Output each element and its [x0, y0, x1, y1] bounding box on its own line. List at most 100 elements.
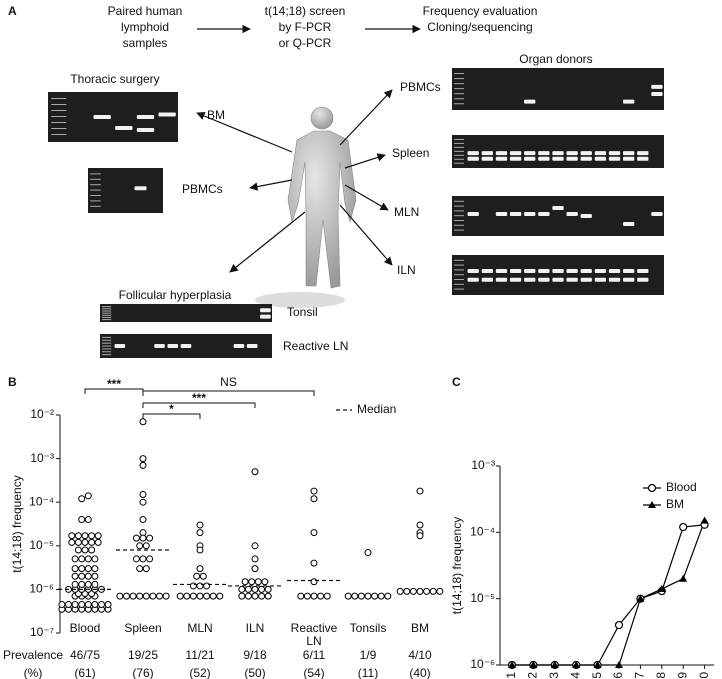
x-tick-label: TS4	[568, 672, 582, 679]
gel-band	[495, 277, 508, 282]
data-dot	[351, 592, 359, 600]
data-dot	[88, 546, 96, 554]
data-dot	[71, 572, 79, 580]
step-text: lymphoid	[121, 20, 169, 34]
gel-band	[481, 151, 493, 156]
gel-ladder	[101, 319, 112, 321]
x-tick-label: TS7	[633, 672, 647, 679]
gel-band	[623, 269, 635, 273]
prevalence-pct: (54)	[303, 666, 324, 679]
data-dot	[371, 592, 379, 600]
prevalence: 46/75	[70, 648, 100, 662]
data-dot	[323, 592, 331, 600]
data-dot	[78, 572, 86, 580]
significance-label: ***	[192, 391, 206, 405]
prevalence-pct: (50)	[244, 666, 265, 679]
data-dot	[189, 592, 197, 600]
data-dot	[310, 495, 318, 503]
data-dot	[139, 498, 147, 506]
data-point	[679, 574, 688, 582]
legend-label: Blood	[666, 480, 697, 494]
prevalence: 1/9	[360, 648, 377, 662]
gel-ladder	[90, 173, 101, 175]
data-point	[700, 516, 709, 524]
data-dot	[264, 592, 272, 600]
data-dot	[136, 565, 144, 573]
data-dot	[244, 592, 252, 600]
data-dot	[74, 538, 82, 546]
data-point	[636, 594, 645, 602]
gel-ladder	[101, 316, 112, 318]
data-dot	[123, 592, 130, 600]
gel-ladder	[90, 200, 101, 202]
gel-band	[154, 344, 165, 348]
y-tick-label: 10⁻⁵	[29, 538, 54, 552]
gel-band	[134, 186, 147, 191]
gel-image	[452, 255, 664, 295]
x-tick-label: Blood	[69, 621, 101, 635]
data-dot	[116, 592, 124, 600]
data-dot	[364, 549, 372, 557]
gel-ladder	[454, 288, 465, 290]
gel-band	[467, 269, 479, 273]
gel-band	[524, 151, 536, 156]
data-dot	[142, 592, 150, 600]
x-tick-label: TS8	[654, 672, 668, 679]
significance-bracket	[142, 413, 201, 419]
gel-ladder	[454, 269, 465, 271]
gel-ladder	[454, 142, 465, 144]
gel-ladder	[101, 354, 112, 356]
gel-band	[509, 156, 522, 161]
gel-band	[580, 269, 592, 273]
gel-ladder	[454, 229, 465, 231]
data-dot	[310, 559, 318, 567]
gel-band	[524, 277, 536, 282]
gel-band	[594, 156, 607, 161]
gel-band	[524, 99, 536, 104]
group-title: Follicular hyperplasia	[119, 288, 232, 302]
data-dot	[317, 592, 325, 600]
gel-band	[637, 277, 649, 282]
sample-label: Reactive LN	[283, 339, 348, 353]
gel-ladder	[454, 200, 465, 202]
gel-band	[481, 156, 493, 161]
gel-band	[594, 151, 607, 156]
y-tick-label: 10⁻⁵	[470, 591, 495, 605]
data-dot	[364, 592, 372, 600]
gel-band	[538, 277, 550, 282]
gel-band	[260, 314, 271, 319]
gel-band	[158, 112, 176, 117]
data-point	[572, 661, 581, 668]
panel-label: A	[8, 4, 17, 18]
data-dot	[238, 592, 246, 600]
prevalence-label: (%)	[24, 666, 43, 679]
data-dot	[81, 532, 89, 540]
gel-band	[509, 151, 522, 156]
data-dot	[71, 580, 79, 588]
data-dot	[216, 592, 224, 600]
data-dot	[84, 492, 92, 500]
x-tick-label: TS10	[697, 672, 711, 679]
step-text: by F-PCR	[279, 20, 332, 34]
sample-label: ILN	[397, 263, 416, 277]
data-dot	[84, 565, 92, 573]
gel-band	[495, 151, 508, 156]
gel-band	[623, 156, 635, 161]
data-dot	[78, 495, 86, 503]
data-dot	[251, 542, 259, 550]
gel-ladder	[101, 310, 112, 312]
gel-band	[467, 156, 479, 161]
data-dot	[258, 585, 266, 593]
data-dot	[258, 592, 266, 600]
gel-band	[566, 277, 578, 282]
data-dot	[176, 592, 184, 600]
x-tick-label: TS3	[547, 672, 561, 679]
panel-label: B	[8, 375, 17, 389]
gel-ladder	[454, 210, 465, 212]
sample-label: BM	[207, 108, 225, 122]
data-dot	[251, 592, 259, 600]
data-dot	[132, 534, 140, 542]
x-tick-label: Tonsils	[349, 621, 387, 635]
y-axis-label: t(14;18) frequency	[10, 475, 24, 572]
